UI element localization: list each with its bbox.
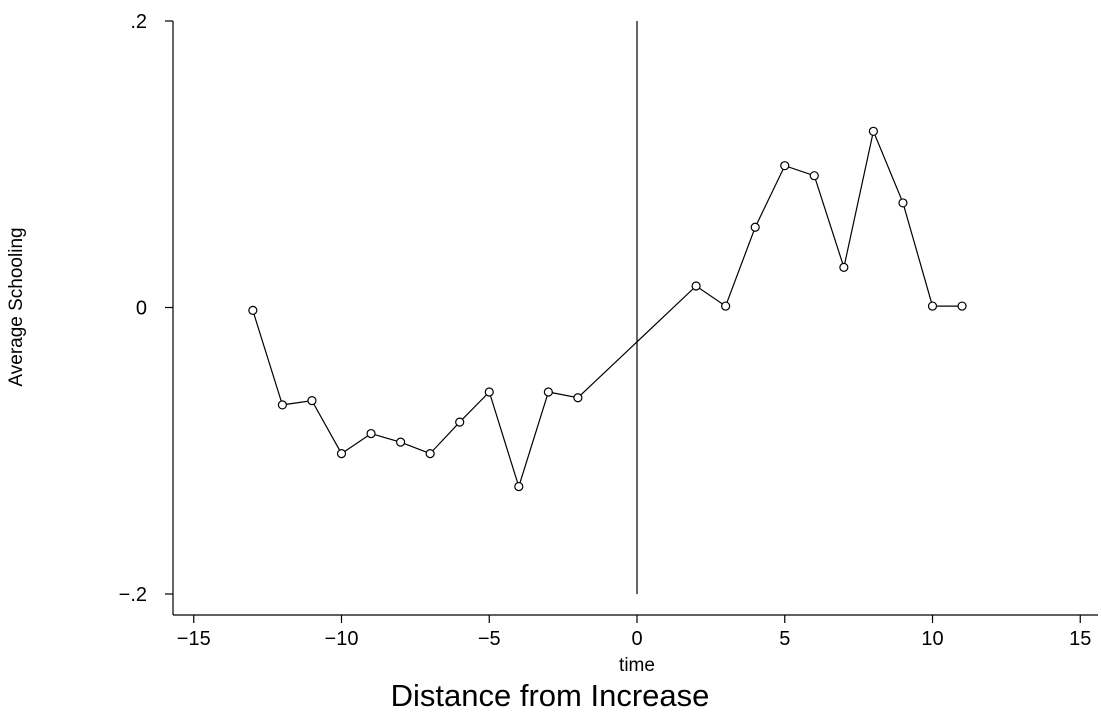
x-tick-label: 10 xyxy=(921,628,943,650)
data-point xyxy=(898,198,908,208)
data-point xyxy=(425,449,435,459)
data-point xyxy=(957,301,967,311)
x-tick-label: 0 xyxy=(631,628,642,650)
data-point xyxy=(839,262,849,272)
plot-area xyxy=(248,21,967,594)
y-tick: .2 xyxy=(130,11,173,33)
series-line xyxy=(252,129,962,489)
data-point xyxy=(455,417,465,427)
y-axis-ticks: −.2 0 .2 xyxy=(119,11,173,606)
data-point xyxy=(809,171,819,181)
data-point xyxy=(336,449,347,459)
y-axis-title: Average Schooling xyxy=(6,227,27,386)
y-tick-label: −.2 xyxy=(119,584,147,606)
x-tick: −10 xyxy=(325,615,359,650)
data-point xyxy=(514,481,524,492)
y-tick: −.2 xyxy=(119,584,173,606)
y-tick-label: 0 xyxy=(136,298,147,320)
data-point xyxy=(366,428,376,439)
chart-caption: Distance from Increase xyxy=(391,678,710,713)
x-tick-label: 5 xyxy=(779,628,790,650)
data-point xyxy=(868,126,879,136)
data-point xyxy=(307,396,317,406)
data-point xyxy=(691,281,701,291)
x-tick: −15 xyxy=(177,615,211,650)
data-point xyxy=(573,393,583,403)
x-tick-label: −5 xyxy=(478,628,501,650)
data-point xyxy=(927,301,938,311)
x-tick: 15 xyxy=(1069,615,1091,650)
x-axis-title: time xyxy=(619,655,655,676)
data-point xyxy=(484,387,494,397)
x-tick-label: −15 xyxy=(177,628,211,650)
x-tick-label: 15 xyxy=(1069,628,1091,650)
data-point xyxy=(721,301,731,311)
x-axis-ticks: −15 −10 −5 0 5 10 15 xyxy=(177,615,1091,650)
data-point xyxy=(750,222,760,232)
y-tick: 0 xyxy=(136,298,173,320)
x-tick: 10 xyxy=(921,615,944,650)
data-point xyxy=(277,400,287,410)
x-tick-label: −10 xyxy=(325,628,359,650)
data-point xyxy=(248,305,258,315)
y-tick-label: .2 xyxy=(130,11,147,33)
data-point xyxy=(543,387,553,397)
data-point xyxy=(780,161,790,171)
x-tick: 5 xyxy=(779,615,790,650)
data-point xyxy=(396,437,406,447)
x-tick: −5 xyxy=(478,615,501,650)
x-tick: 0 xyxy=(631,615,643,650)
